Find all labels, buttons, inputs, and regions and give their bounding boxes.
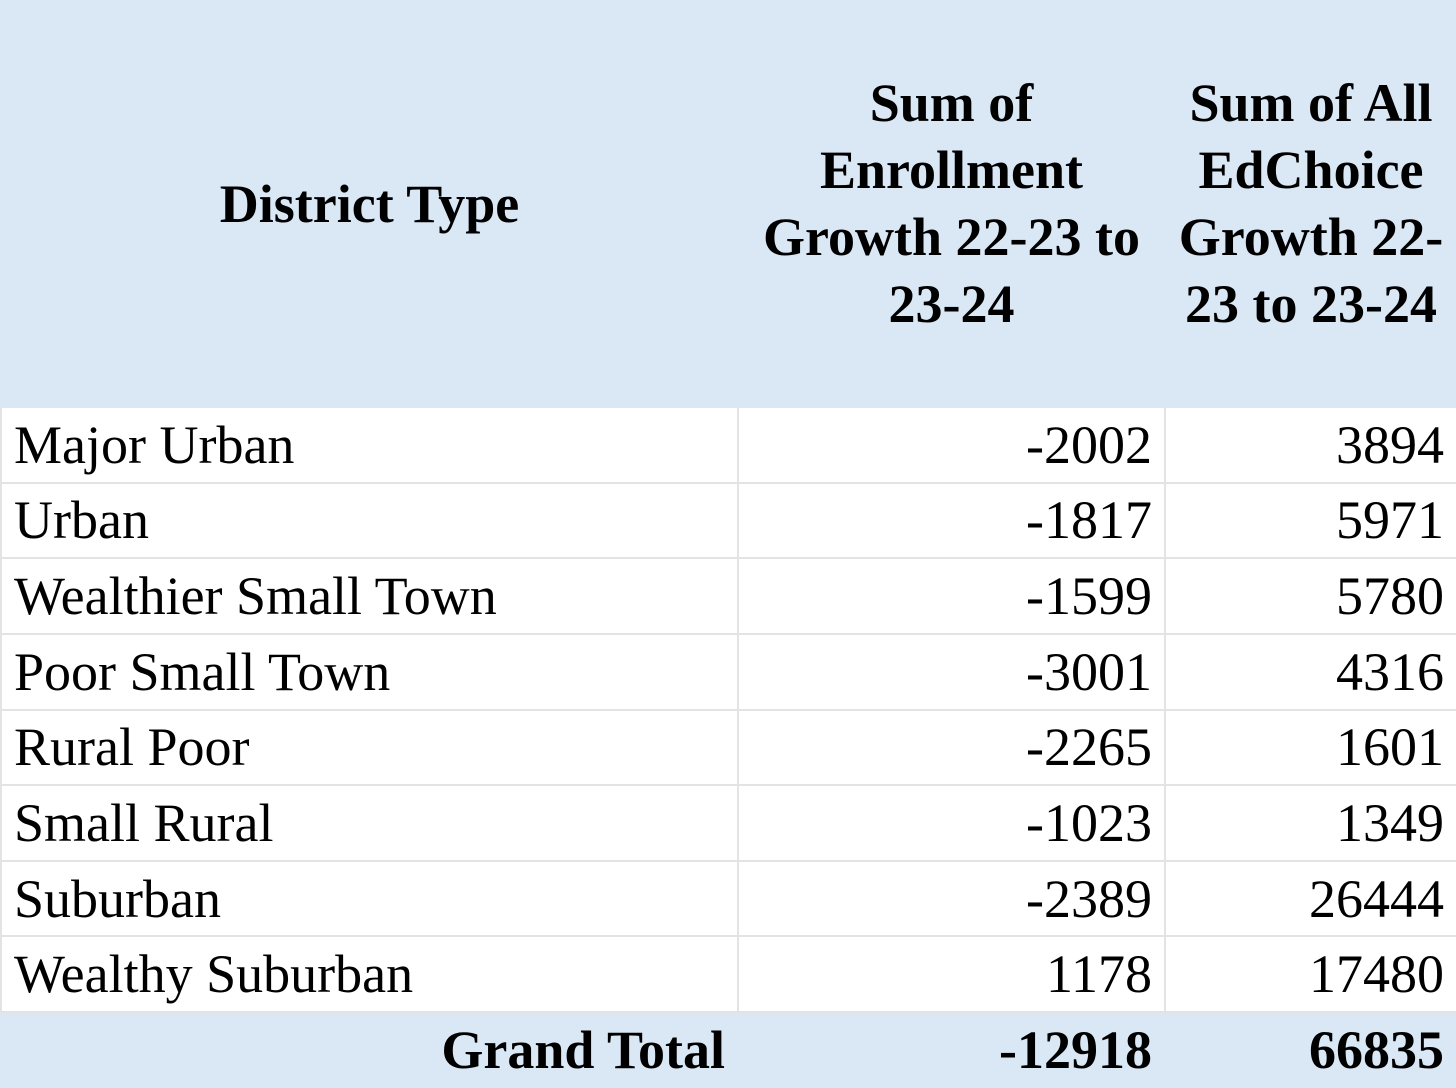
total-value: -12918 (737, 1011, 1166, 1088)
value-cell: 1178 (737, 935, 1166, 1013)
value-cell: -1023 (737, 784, 1166, 862)
district-type: Wealthier Small Town (0, 557, 739, 635)
table-body: Major Urban -2002 3894 Urban -1817 5971 Wealth… (0, 406, 1456, 1013)
header-cell: District Type (0, 0, 739, 408)
value-cell: -3001 (737, 632, 1166, 711)
data-row: Rural Poor -2265 1601 (0, 708, 1456, 787)
header-row: District Type Sum of Enrollment Growth 2… (0, 0, 1456, 408)
data-row: Urban -1817 5971 (0, 481, 1456, 560)
data-row: Major Urban -2002 3894 (0, 406, 1456, 484)
value-cell: -2389 (737, 859, 1166, 938)
value-cell: -1599 (737, 557, 1166, 635)
value-cell: -2002 (737, 406, 1166, 484)
district-type: Rural Poor (0, 708, 739, 787)
value-cell: 5971 (1164, 481, 1456, 560)
total-row: Grand Total -12918 66835 (0, 1011, 1456, 1088)
table-header: District Type Sum of Enrollment Growth 2… (0, 0, 1456, 408)
value-cell: -2265 (737, 708, 1166, 787)
value-cell: 17480 (1164, 935, 1456, 1013)
table-footer: Grand Total -12918 66835 (0, 1011, 1456, 1088)
district-type: Urban (0, 481, 739, 560)
value-cell: 1601 (1164, 708, 1456, 787)
total-label: Grand Total (0, 1011, 739, 1088)
data-row: Small Rural -1023 1349 (0, 784, 1456, 862)
value-cell: 4316 (1164, 632, 1456, 711)
value-cell: 1349 (1164, 784, 1456, 862)
district-type: Suburban (0, 859, 739, 938)
district-type: Wealthy Suburban (0, 935, 739, 1013)
data-row: Wealthier Small Town -1599 5780 (0, 557, 1456, 635)
value-cell: -1817 (737, 481, 1166, 560)
value-cell: 3894 (1164, 406, 1456, 484)
value-cell: 5780 (1164, 557, 1456, 635)
district-type: Small Rural (0, 784, 739, 862)
header-cell: Sum of All EdChoice Growth 22-23 to 23-2… (1164, 0, 1456, 408)
data-row: Wealthy Suburban 1178 17480 (0, 935, 1456, 1013)
data-row: Suburban -2389 26444 (0, 859, 1456, 938)
header-cell: Sum of Enrollment Growth 22-23 to 23-24 (737, 0, 1166, 408)
district-type: Poor Small Town (0, 632, 739, 711)
value-cell: 26444 (1164, 859, 1456, 938)
data-row: Poor Small Town -3001 4316 (0, 632, 1456, 711)
district-type: Major Urban (0, 406, 739, 484)
total-value: 66835 (1164, 1011, 1456, 1088)
